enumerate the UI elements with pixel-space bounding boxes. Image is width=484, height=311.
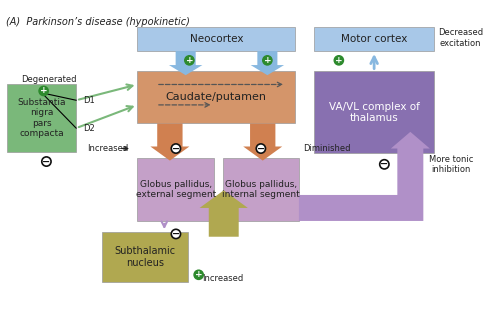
Text: More tonic
inhibition: More tonic inhibition	[429, 155, 473, 174]
Text: Substantia
nigra
pars
compacta: Substantia nigra pars compacta	[17, 98, 66, 138]
Text: +: +	[335, 56, 343, 65]
Circle shape	[171, 229, 181, 239]
Text: −: −	[172, 229, 180, 239]
Text: Subthalamic
nucleus: Subthalamic nucleus	[114, 246, 175, 268]
Bar	[137, 158, 214, 221]
Polygon shape	[151, 123, 189, 160]
Bar	[137, 27, 295, 51]
Text: +: +	[195, 270, 202, 279]
Polygon shape	[251, 51, 284, 75]
Text: VA/VL complex of
thalamus: VA/VL complex of thalamus	[329, 101, 420, 123]
Circle shape	[263, 56, 272, 65]
Circle shape	[39, 86, 48, 95]
Bar	[314, 72, 435, 153]
Text: Globus pallidus,
internal segment: Globus pallidus, internal segment	[222, 180, 300, 199]
Bar	[314, 27, 435, 51]
Text: +: +	[40, 86, 47, 95]
Text: +: +	[185, 56, 193, 65]
Text: −: −	[43, 156, 50, 166]
Polygon shape	[299, 132, 430, 221]
Text: Decreased
excitation: Decreased excitation	[438, 28, 484, 48]
Text: Motor cortex: Motor cortex	[341, 34, 408, 44]
Text: (A)  Parkinson’s disease (hypokinetic): (A) Parkinson’s disease (hypokinetic)	[6, 17, 189, 27]
Text: D2: D2	[84, 123, 95, 132]
Text: Diminished: Diminished	[302, 144, 350, 153]
Bar	[102, 232, 187, 282]
Circle shape	[42, 157, 51, 166]
Text: Caudate/putamen: Caudate/putamen	[166, 92, 267, 103]
Text: Degenerated: Degenerated	[21, 75, 77, 84]
Circle shape	[171, 144, 181, 153]
Polygon shape	[199, 190, 248, 237]
Circle shape	[194, 270, 203, 280]
Polygon shape	[169, 51, 202, 75]
Text: −: −	[380, 159, 388, 169]
Text: −: −	[172, 144, 180, 154]
Bar	[223, 158, 299, 221]
Text: Neocortex: Neocortex	[190, 34, 243, 44]
Text: Increased: Increased	[87, 144, 129, 153]
Circle shape	[380, 160, 389, 169]
Circle shape	[185, 56, 194, 65]
Circle shape	[256, 144, 266, 153]
Text: +: +	[264, 56, 271, 65]
Text: −: −	[257, 144, 265, 154]
Polygon shape	[243, 123, 282, 160]
Bar	[137, 72, 295, 123]
Text: Increased: Increased	[202, 274, 243, 283]
Circle shape	[334, 56, 344, 65]
Text: D1: D1	[84, 96, 95, 105]
Bar	[7, 84, 76, 152]
Text: Globus pallidus,
external segment: Globus pallidus, external segment	[136, 180, 216, 199]
